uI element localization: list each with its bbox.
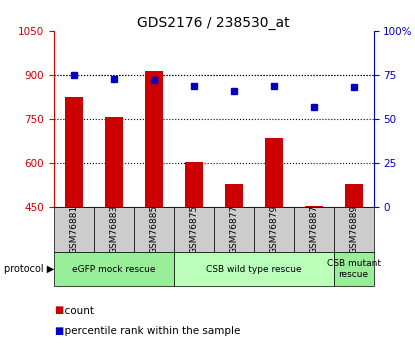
Bar — [145, 71, 163, 207]
Bar — [294, 207, 334, 252]
Bar — [174, 207, 214, 252]
Text: CSB wild type rescue: CSB wild type rescue — [206, 265, 301, 274]
Text: GSM76875: GSM76875 — [189, 205, 198, 254]
Text: GSM76879: GSM76879 — [269, 205, 278, 254]
Bar — [254, 207, 294, 252]
Text: GSM76883: GSM76883 — [110, 205, 118, 254]
Bar — [185, 161, 203, 207]
Bar — [344, 184, 363, 207]
Bar — [54, 207, 94, 252]
Text: GSM76887: GSM76887 — [309, 205, 318, 254]
Text: GSM76881: GSM76881 — [69, 205, 78, 254]
Bar — [214, 207, 254, 252]
Text: eGFP mock rescue: eGFP mock rescue — [72, 265, 156, 274]
Text: GSM76877: GSM76877 — [229, 205, 238, 254]
Bar — [305, 206, 322, 207]
Text: GSM76885: GSM76885 — [149, 205, 158, 254]
Text: CSB mutant
rescue: CSB mutant rescue — [327, 259, 381, 279]
Bar — [334, 207, 374, 252]
Text: GSM76889: GSM76889 — [349, 205, 358, 254]
Bar — [174, 252, 334, 286]
Title: GDS2176 / 238530_at: GDS2176 / 238530_at — [137, 16, 290, 30]
Text: percentile rank within the sample: percentile rank within the sample — [58, 326, 240, 336]
Text: ■: ■ — [54, 306, 63, 315]
Text: count: count — [58, 306, 94, 315]
Bar — [265, 138, 283, 207]
Text: protocol ▶: protocol ▶ — [4, 264, 54, 274]
Bar — [134, 207, 174, 252]
Bar — [94, 207, 134, 252]
Bar — [105, 117, 123, 207]
Bar — [54, 252, 174, 286]
Bar — [334, 252, 374, 286]
Bar — [65, 97, 83, 207]
Bar — [225, 184, 243, 207]
Text: ■: ■ — [54, 326, 63, 336]
